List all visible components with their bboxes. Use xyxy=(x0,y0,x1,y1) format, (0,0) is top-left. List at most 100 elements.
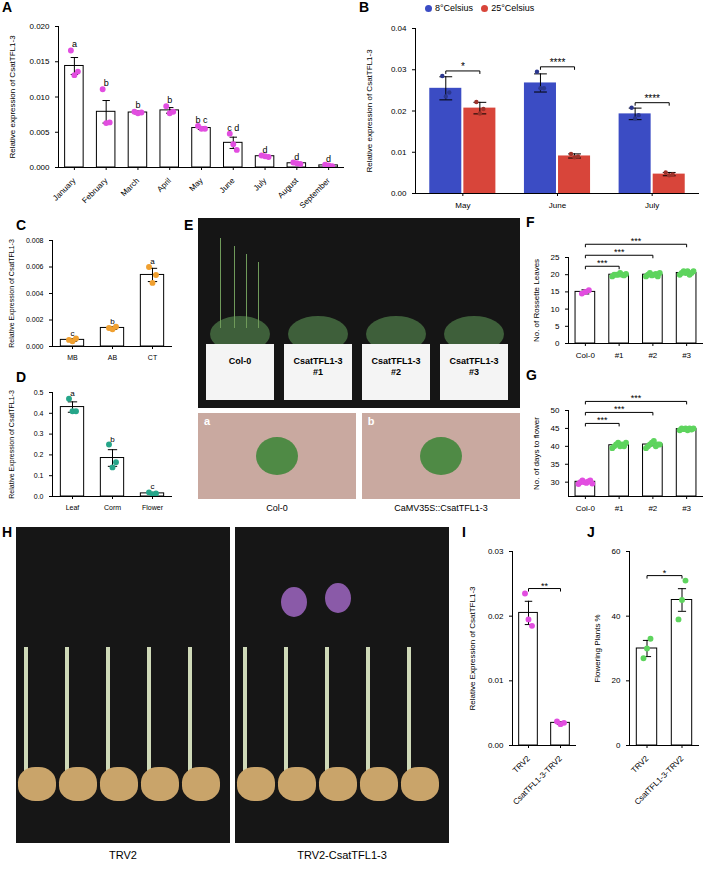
svg-text:c d: c d xyxy=(227,123,239,133)
svg-text:0.01: 0.01 xyxy=(391,148,407,157)
svg-text:0.03: 0.03 xyxy=(488,547,504,556)
svg-text:0.02: 0.02 xyxy=(488,612,504,621)
svg-text:0.008: 0.008 xyxy=(26,237,44,244)
svg-text:#2: #2 xyxy=(648,504,657,513)
svg-text:#2: #2 xyxy=(648,351,657,360)
svg-text:June: June xyxy=(218,176,237,195)
svg-text:0.000: 0.000 xyxy=(29,163,50,172)
svg-text:CT: CT xyxy=(148,354,158,361)
svg-text:Col-0: Col-0 xyxy=(576,504,596,513)
svg-text:#3: #3 xyxy=(682,504,691,513)
svg-text:Relative expression of CsatTFL: Relative expression of CsatTFL1-3 xyxy=(365,49,374,173)
svg-text:Leaf: Leaf xyxy=(66,504,80,511)
svg-text:0.015: 0.015 xyxy=(29,57,50,66)
svg-text:0.04: 0.04 xyxy=(391,24,407,33)
svg-text:30: 30 xyxy=(551,478,560,487)
svg-text:c: c xyxy=(71,329,75,338)
svg-text:0.002: 0.002 xyxy=(26,316,44,323)
svg-text:TRV2: TRV2 xyxy=(511,754,532,775)
svg-text:b c: b c xyxy=(195,115,208,125)
svg-text:0.010: 0.010 xyxy=(29,93,50,102)
svg-text:0.4: 0.4 xyxy=(34,410,44,417)
svg-text:#1: #1 xyxy=(615,504,624,513)
svg-text:Flowering Plants %: Flowering Plants % xyxy=(593,614,602,682)
svg-text:35: 35 xyxy=(551,460,560,469)
svg-text:****: **** xyxy=(550,57,566,68)
svg-text:d: d xyxy=(263,145,268,155)
svg-text:0.00: 0.00 xyxy=(488,741,504,750)
svg-text:0.0: 0.0 xyxy=(34,493,44,500)
svg-text:*: * xyxy=(663,568,667,578)
svg-text:0.000: 0.000 xyxy=(26,343,44,350)
svg-text:40: 40 xyxy=(612,612,621,621)
svg-text:May: May xyxy=(188,176,205,193)
svg-text:b: b xyxy=(135,100,140,110)
svg-text:0.004: 0.004 xyxy=(26,290,44,297)
svg-text:Col-0: Col-0 xyxy=(576,351,596,360)
svg-text:Relative expression of CsatTFL: Relative expression of CsatTFL1-3 xyxy=(8,35,17,159)
svg-text:c: c xyxy=(151,482,155,491)
svg-text:AB: AB xyxy=(108,354,118,361)
svg-text:September: September xyxy=(298,176,332,210)
svg-text:****: **** xyxy=(644,93,660,104)
svg-text:July: July xyxy=(645,201,659,210)
svg-text:b: b xyxy=(110,435,115,444)
svg-text:0.005: 0.005 xyxy=(29,128,50,137)
svg-text:0.01: 0.01 xyxy=(488,676,504,685)
svg-text:60: 60 xyxy=(612,547,621,556)
svg-text:10: 10 xyxy=(551,305,560,314)
svg-text:No. of Rossette Leaves: No. of Rossette Leaves xyxy=(532,259,541,342)
svg-text:**: ** xyxy=(541,581,549,591)
svg-text:0.03: 0.03 xyxy=(391,65,407,74)
svg-text:TRV2: TRV2 xyxy=(629,754,650,775)
svg-text:0: 0 xyxy=(616,741,621,750)
svg-text:50: 50 xyxy=(551,406,560,415)
svg-text:***: *** xyxy=(614,404,625,414)
svg-text:Relative Expression of CsatTFL: Relative Expression of CsatTFL1-3 xyxy=(8,239,16,348)
svg-text:May: May xyxy=(455,201,470,210)
svg-text:***: *** xyxy=(597,415,608,425)
svg-text:d: d xyxy=(326,154,331,164)
svg-text:February: February xyxy=(80,176,109,205)
svg-text:MB: MB xyxy=(67,354,78,361)
svg-text:***: *** xyxy=(631,236,642,246)
svg-text:20: 20 xyxy=(612,676,621,685)
svg-text:a: a xyxy=(70,389,75,398)
svg-text:b: b xyxy=(104,78,109,88)
svg-text:0.020: 0.020 xyxy=(29,22,50,31)
svg-text:0.2: 0.2 xyxy=(34,451,44,458)
svg-text:a: a xyxy=(150,257,155,266)
svg-text:June: June xyxy=(549,201,567,210)
svg-text:January: January xyxy=(51,176,77,202)
svg-text:March: March xyxy=(119,176,141,198)
svg-text:20: 20 xyxy=(551,270,560,279)
svg-text:Flower: Flower xyxy=(142,504,164,511)
svg-text:5: 5 xyxy=(555,322,560,331)
svg-text:b: b xyxy=(110,317,115,326)
svg-text:July: July xyxy=(252,176,268,192)
svg-text:40: 40 xyxy=(551,442,560,451)
svg-text:a: a xyxy=(72,39,77,49)
svg-text:CsatTFL1-3-TRV2: CsatTFL1-3-TRV2 xyxy=(633,754,686,807)
svg-text:d: d xyxy=(294,152,299,162)
svg-text:0.5: 0.5 xyxy=(34,389,44,396)
svg-text:b: b xyxy=(167,95,172,105)
svg-text:25: 25 xyxy=(551,253,560,262)
svg-text:April: April xyxy=(155,176,173,194)
svg-text:CsatTFL1-3-TRV2: CsatTFL1-3-TRV2 xyxy=(511,754,564,807)
svg-text:15: 15 xyxy=(551,287,560,296)
svg-text:***: *** xyxy=(614,247,625,257)
svg-text:0.006: 0.006 xyxy=(26,263,44,270)
svg-text:***: *** xyxy=(597,258,608,268)
svg-text:0: 0 xyxy=(555,339,560,348)
svg-text:0.1: 0.1 xyxy=(34,472,44,479)
svg-text:0.3: 0.3 xyxy=(34,430,44,437)
svg-text:Relative Expression of CsatTFL: Relative Expression of CsatTFL1-3 xyxy=(8,390,16,499)
svg-text:0.00: 0.00 xyxy=(391,189,407,198)
svg-text:No. of days to flower: No. of days to flower xyxy=(532,417,541,490)
svg-text:0.02: 0.02 xyxy=(391,107,407,116)
svg-text:August: August xyxy=(276,176,301,201)
svg-text:#3: #3 xyxy=(682,351,691,360)
svg-text:45: 45 xyxy=(551,424,560,433)
svg-text:***: *** xyxy=(631,393,642,403)
